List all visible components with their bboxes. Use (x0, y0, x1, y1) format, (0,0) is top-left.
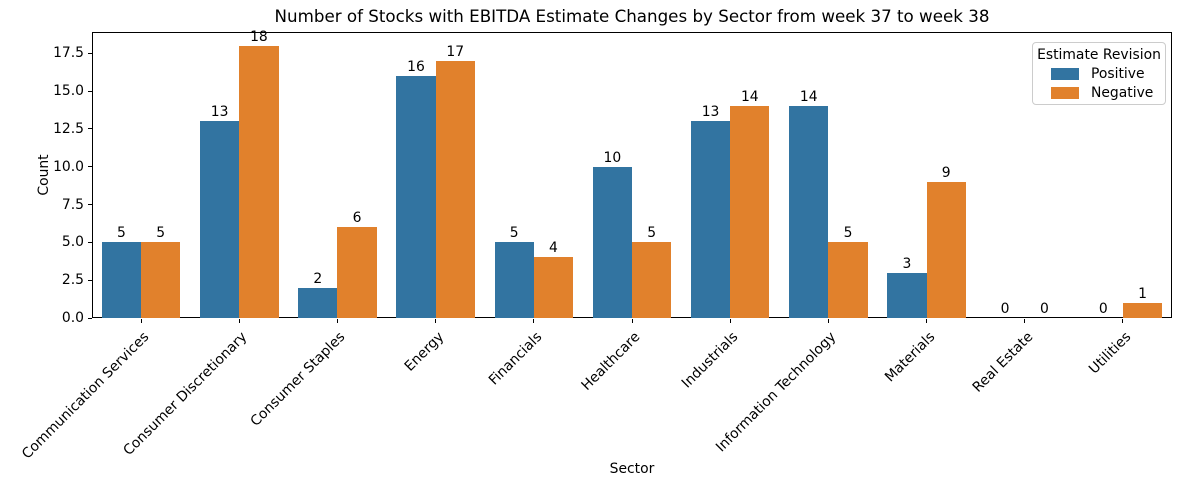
x-tick-mark (631, 319, 633, 323)
bar-value-label: 4 (549, 240, 558, 257)
y-tick-mark (88, 204, 92, 205)
y-tick-mark (88, 52, 92, 54)
bar-value-label: 9 (941, 164, 951, 181)
y-tick-mark (88, 317, 92, 319)
y-tick-mark (88, 166, 92, 168)
x-tick-mark (238, 319, 240, 323)
legend-item-negative: Negative (1051, 85, 1165, 101)
legend-title: Estimate Revision (1037, 47, 1161, 63)
y-tick-label: 0.0 (61, 310, 84, 326)
x-tick-mark (729, 319, 731, 323)
y-tick-mark (88, 279, 92, 281)
bar-value-label: 5 (117, 225, 126, 242)
bar-value-label: 3 (902, 255, 912, 272)
bar-negative-4 (435, 60, 475, 318)
bar-value-label: 0 (1000, 301, 1010, 317)
negative-swatch-icon (1051, 87, 1079, 99)
bar-value-label: 5 (647, 225, 657, 242)
bar-value-label: 14 (740, 89, 759, 106)
bar-value-label: 10 (603, 149, 622, 166)
x-tick-mark (1024, 319, 1026, 323)
x-tick-mark (336, 319, 338, 323)
y-tick-label: 2.5 (61, 272, 84, 289)
bar-value-label: 13 (210, 104, 229, 121)
bar-value-label: 16 (407, 58, 425, 75)
y-tick-label: 7.5 (61, 196, 84, 213)
bar-negative-6 (632, 242, 672, 318)
bar-positive-3 (298, 287, 338, 318)
y-tick-mark (88, 241, 92, 243)
y-tick-label: 12.5 (53, 120, 84, 137)
bar-value-label: 0 (1039, 301, 1049, 317)
bar-value-label: 6 (352, 210, 362, 227)
y-tick-label: 15.0 (53, 83, 84, 100)
bar-positive-7 (690, 121, 731, 318)
bar-negative-7 (730, 106, 770, 318)
x-axis-label: Sector (609, 461, 655, 477)
bar-positive-6 (592, 166, 632, 318)
legend: Estimate Revision Positive Negative (1032, 42, 1166, 105)
bar-positive-8 (789, 106, 829, 318)
bar-value-label: 5 (156, 225, 166, 242)
x-tick-mark (435, 319, 437, 323)
bar-negative-5 (533, 257, 574, 318)
bar-value-label: 14 (799, 89, 818, 106)
bar-value-label: 5 (509, 225, 519, 242)
bar-negative-1 (141, 242, 181, 318)
bar-value-label: 2 (313, 270, 323, 287)
legend-label-negative: Negative (1091, 85, 1154, 101)
legend-label-positive: Positive (1091, 66, 1145, 82)
bar-value-label: 13 (701, 104, 720, 121)
legend-item-positive: Positive (1051, 66, 1165, 82)
bar-value-label: 5 (843, 225, 853, 242)
y-tick-label: 17.5 (53, 45, 84, 62)
y-tick-mark (88, 90, 92, 92)
bar-positive-5 (494, 242, 534, 318)
bar-value-label: 0 (1098, 301, 1108, 317)
bar-positive-4 (396, 75, 436, 318)
bar-value-label: 17 (446, 43, 465, 60)
y-tick-label: 10.0 (53, 158, 84, 175)
x-tick-mark (827, 319, 829, 323)
bar-value-label: 1 (1138, 285, 1147, 302)
y-tick-mark (88, 128, 92, 130)
x-tick-mark (926, 319, 928, 323)
x-tick-mark (1122, 319, 1124, 323)
bar-value-label: 18 (250, 28, 268, 45)
x-tick-mark (533, 319, 535, 323)
x-tick-mark (140, 319, 142, 323)
bar-positive-2 (200, 121, 240, 318)
bar-negative-9 (926, 181, 966, 318)
bar-negative-11 (1122, 302, 1163, 318)
bar-negative-8 (828, 242, 868, 318)
chart-title: Number of Stocks with EBITDA Estimate Ch… (274, 6, 990, 26)
bar-positive-9 (887, 272, 927, 318)
positive-swatch-icon (1051, 68, 1079, 80)
bar-negative-2 (239, 45, 279, 318)
bar-negative-3 (337, 227, 377, 318)
bar-positive-1 (101, 242, 142, 318)
y-tick-label: 5.0 (61, 234, 84, 251)
